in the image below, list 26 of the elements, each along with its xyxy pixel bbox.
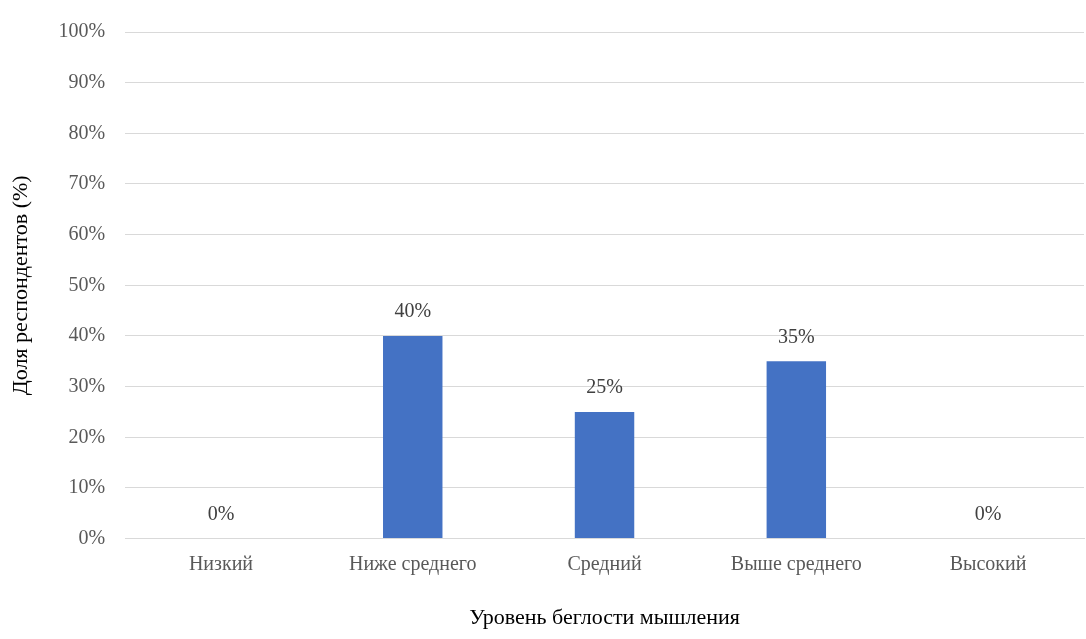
y-tick-label: 50% — [68, 272, 106, 295]
y-axis-title: Доля респондентов (%) — [6, 175, 32, 396]
y-tick-label: 60% — [68, 221, 106, 244]
x-tick-label: Высокий — [949, 551, 1027, 574]
y-tick-label: 100% — [58, 19, 106, 42]
y-tick-label: 40% — [68, 323, 106, 346]
data-label: 35% — [777, 324, 815, 347]
x-tick-label: Средний — [567, 551, 642, 575]
data-label: 0% — [974, 501, 1002, 524]
y-tick-label: 30% — [68, 373, 106, 396]
x-tick-label: Выше среднего — [730, 551, 862, 575]
data-label: 25% — [586, 375, 623, 398]
y-tick-label: 90% — [68, 69, 106, 92]
y-tick-label: 0% — [78, 525, 106, 548]
data-label: 40% — [394, 299, 432, 322]
x-tick-label: Низкий — [188, 551, 254, 574]
x-tick-label: Ниже среднего — [348, 551, 477, 575]
y-tick-label: 70% — [68, 171, 106, 194]
bar — [574, 411, 635, 539]
y-tick-label: 10% — [68, 475, 106, 498]
bar — [766, 361, 827, 539]
x-axis-title: Уровень беглости мышления — [469, 603, 740, 629]
y-tick-label: 20% — [68, 424, 106, 447]
y-tick-label: 80% — [68, 120, 106, 143]
bar — [383, 335, 443, 539]
data-label: 0% — [207, 501, 235, 524]
